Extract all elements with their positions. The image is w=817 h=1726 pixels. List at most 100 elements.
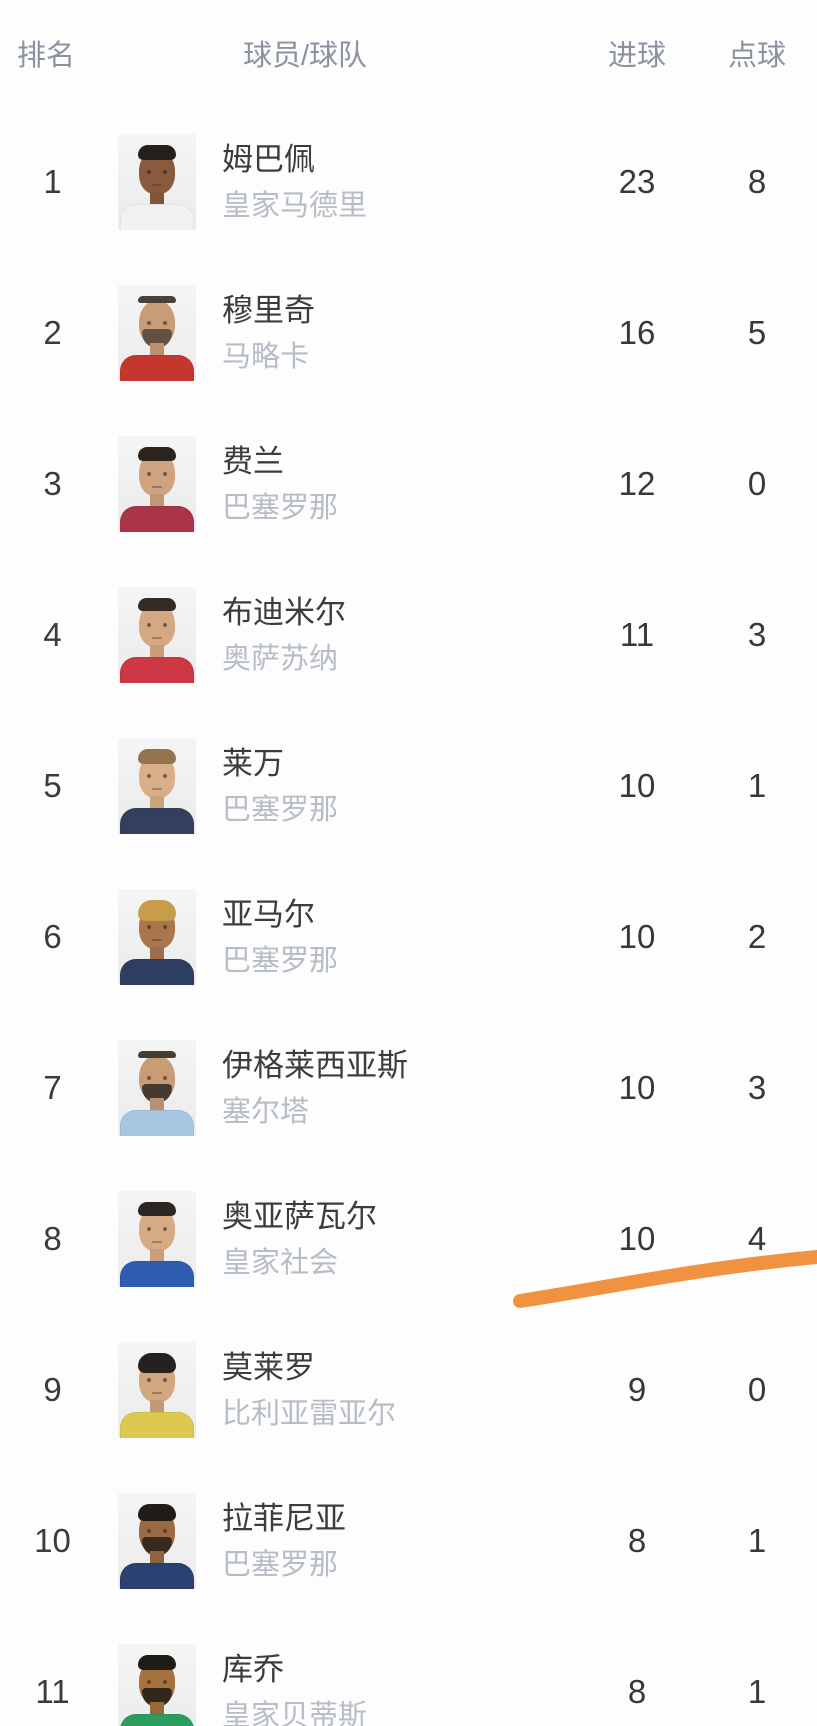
avatar-eyes: [146, 1075, 168, 1080]
avatar-jersey: [120, 807, 194, 834]
player-team: 马略卡: [222, 340, 310, 373]
table-row[interactable]: 1 姆巴佩 皇家马德里 23 8: [0, 106, 817, 257]
rank-value: 7: [43, 1068, 62, 1106]
table-row[interactable]: 8 奥亚萨瓦尔 皇家社会 10 4: [0, 1163, 817, 1314]
avatar-eyes: [146, 622, 168, 627]
penalties-value: 2: [747, 917, 767, 955]
player-photo-cell: [105, 1039, 196, 1136]
avatar-jersey: [120, 1411, 194, 1438]
avatar-eyes: [146, 1528, 168, 1533]
player-avatar: [118, 435, 196, 532]
player-name: 亚马尔: [222, 896, 315, 932]
avatar-hair: [138, 597, 176, 611]
player-team: 比利亚雷亚尔: [222, 1397, 397, 1430]
player-photo-cell: [105, 284, 196, 381]
avatar-jersey: [120, 1713, 194, 1726]
player-cell: 库乔 皇家贝蒂斯: [196, 1652, 577, 1726]
player-photo-cell: [105, 586, 196, 683]
goals-value: 8: [627, 1672, 647, 1710]
player-name: 莫莱罗: [222, 1349, 315, 1385]
player-photo-cell: [105, 1341, 196, 1438]
player-avatar: [118, 1643, 196, 1726]
avatar-beard: [142, 1536, 172, 1556]
player-team: 皇家社会: [222, 1246, 339, 1279]
avatar-hair: [138, 295, 176, 303]
avatar-eyes: [146, 924, 168, 929]
penalties-value: 0: [747, 464, 767, 502]
player-name: 布迪米尔: [222, 594, 346, 630]
player-cell: 布迪米尔 奥萨苏纳: [196, 595, 577, 675]
player-photo-cell: [105, 435, 196, 532]
player-name: 奥亚萨瓦尔: [222, 1198, 377, 1234]
goals-value: 11: [619, 615, 655, 653]
table-row[interactable]: 3 费兰 巴塞罗那 12 0: [0, 408, 817, 559]
table-row[interactable]: 9 莫莱罗 比利亚雷亚尔 9 0: [0, 1314, 817, 1465]
avatar-hair: [138, 1201, 176, 1216]
player-avatar: [118, 1039, 196, 1136]
player-avatar: [118, 586, 196, 683]
avatar-jersey: [120, 1562, 194, 1589]
rank-value: 6: [43, 917, 62, 955]
player-photo-cell: [105, 1492, 196, 1589]
goals-value: 10: [618, 1068, 656, 1106]
player-photo-cell: [105, 133, 196, 230]
avatar-beard: [142, 1083, 172, 1103]
player-photo-cell: [105, 1643, 196, 1726]
table-header: 排名 球员/球队 进球 点球: [0, 0, 817, 106]
avatar-hair: [138, 1050, 176, 1058]
table-row[interactable]: 5 莱万 巴塞罗那 10 1: [0, 710, 817, 861]
table-row[interactable]: 6 亚马尔 巴塞罗那 10 2: [0, 861, 817, 1012]
avatar-eyes: [146, 169, 168, 174]
player-team: 皇家马德里: [222, 189, 368, 222]
goals-value: 10: [618, 1219, 656, 1257]
rank-value: 8: [43, 1219, 62, 1257]
avatar-jersey: [120, 1109, 194, 1136]
table-row[interactable]: 11 库乔 皇家贝蒂斯 8 1: [0, 1616, 817, 1726]
goals-value: 23: [618, 162, 656, 200]
player-team: 巴塞罗那: [222, 944, 339, 977]
rank-value: 10: [34, 1521, 71, 1559]
player-avatar: [118, 1190, 196, 1287]
player-cell: 亚马尔 巴塞罗那: [196, 897, 577, 977]
rank-value: 9: [43, 1370, 62, 1408]
avatar-hair: [138, 748, 176, 764]
avatar-hair: [138, 899, 176, 921]
player-team: 奥萨苏纳: [222, 642, 339, 675]
avatar-eyes: [146, 1226, 168, 1231]
goals-value: 12: [618, 464, 656, 502]
goals-value: 10: [618, 766, 656, 804]
header-rank: 排名: [17, 40, 76, 72]
player-name: 伊格莱西亚斯: [222, 1047, 408, 1083]
player-cell: 费兰 巴塞罗那: [196, 444, 577, 524]
rank-value: 2: [43, 313, 62, 351]
player-avatar: [118, 284, 196, 381]
table-row[interactable]: 7 伊格莱西亚斯 塞尔塔 10 3: [0, 1012, 817, 1163]
penalties-value: 1: [747, 1521, 767, 1559]
table-row[interactable]: 4 布迪米尔 奥萨苏纳 11 3: [0, 559, 817, 710]
penalties-value: 3: [747, 615, 767, 653]
player-name: 莱万: [222, 745, 284, 781]
goals-value: 9: [627, 1370, 647, 1408]
avatar-beard: [142, 1687, 172, 1707]
goals-value: 10: [618, 917, 656, 955]
player-cell: 穆里奇 马略卡: [196, 293, 577, 373]
avatar-hair: [138, 1654, 176, 1670]
penalties-value: 1: [747, 766, 767, 804]
penalties-value: 8: [747, 162, 767, 200]
player-name: 穆里奇: [222, 292, 315, 328]
player-team: 巴塞罗那: [222, 793, 339, 826]
penalties-value: 0: [747, 1370, 767, 1408]
player-name: 费兰: [222, 443, 284, 479]
avatar-hair: [138, 446, 176, 461]
table-row[interactable]: 10 拉菲尼亚 巴塞罗那 8 1: [0, 1465, 817, 1616]
penalties-value: 3: [747, 1068, 767, 1106]
table-row[interactable]: 2 穆里奇 马略卡 16 5: [0, 257, 817, 408]
rank-value: 5: [43, 766, 62, 804]
penalties-value: 5: [747, 313, 767, 351]
avatar-eyes: [146, 471, 168, 476]
player-photo-cell: [105, 737, 196, 834]
player-avatar: [118, 1341, 196, 1438]
avatar-jersey: [120, 203, 194, 230]
avatar-hair: [138, 1352, 176, 1373]
